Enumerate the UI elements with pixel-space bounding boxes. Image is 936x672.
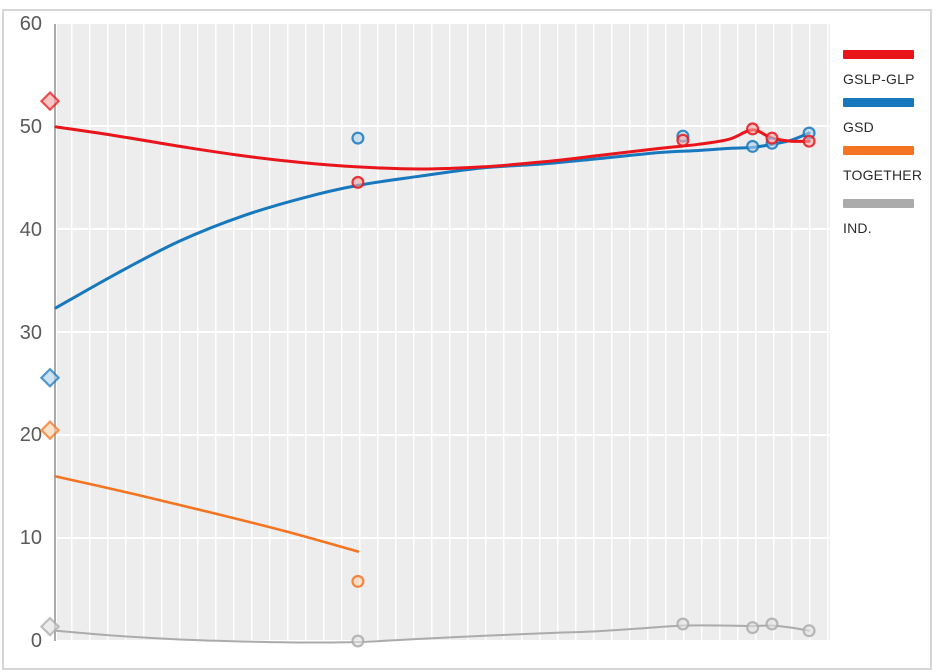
- y-axis-tick-label: 0: [30, 630, 42, 652]
- legend-label-gsd: GSD: [843, 119, 874, 135]
- y-axis-tick-label: 60: [19, 13, 42, 35]
- legend-swatch-ind: [843, 199, 914, 208]
- legend-item-gsd: GSD: [843, 98, 935, 135]
- legend-item-ind: IND.: [843, 199, 935, 236]
- y-axis-tick-label: 10: [19, 527, 42, 550]
- y-axis-tick-label: 50: [19, 115, 42, 138]
- y-axis-tick-labels: 0 10 20 30 40 50 60: [0, 0, 46, 672]
- legend-swatch-together: [843, 146, 914, 155]
- legend-item-together: TOGETHER: [843, 146, 935, 183]
- legend-label-ind: IND.: [843, 220, 872, 236]
- legend-item-gslp-glp: GSLP-GLP: [843, 50, 935, 87]
- y-axis-tick-label: 20: [19, 424, 42, 447]
- legend-swatch-gsd: [843, 98, 914, 107]
- legend-label-together: TOGETHER: [843, 167, 923, 183]
- y-axis-line: [54, 24, 56, 641]
- legend-swatch-gslp-glp: [843, 50, 914, 59]
- chart-plot-area: [57, 24, 830, 641]
- legend-label-gslp-glp: GSLP-GLP: [843, 71, 915, 87]
- y-axis-tick-label: 40: [19, 218, 42, 241]
- y-axis-tick-label: 30: [19, 321, 42, 344]
